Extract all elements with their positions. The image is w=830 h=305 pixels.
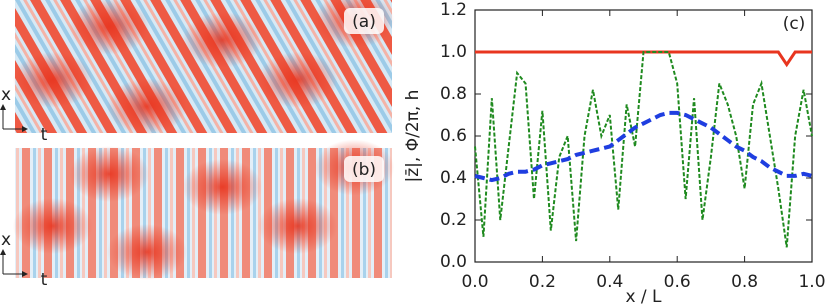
heatmap-blob xyxy=(106,224,187,280)
x-axis-label: x / L xyxy=(625,287,662,305)
y-tick-label: 1.0 xyxy=(440,42,467,62)
heatmap-blob xyxy=(257,51,338,108)
y-tick-label: 0.8 xyxy=(440,84,467,104)
heatmap-blob xyxy=(69,146,150,202)
x-tick-label: 0.2 xyxy=(529,272,556,292)
y-tick-label: 0.2 xyxy=(440,210,467,230)
panel-label: (a) xyxy=(352,12,376,32)
x-tick-label: 0.8 xyxy=(731,272,758,292)
x-tick-label: 0.6 xyxy=(664,272,691,292)
heatmap-blob xyxy=(257,198,338,254)
panel-label-box xyxy=(344,8,384,34)
x-axis-label: t xyxy=(41,270,48,290)
y-tick-label: 0.0 xyxy=(440,252,467,272)
x-tick-label: 0.0 xyxy=(461,272,488,292)
series-line xyxy=(474,51,813,248)
heatmap-blob xyxy=(182,159,263,215)
y-tick-label: 0.6 xyxy=(440,126,467,146)
y-axis-label: x xyxy=(1,230,11,250)
x-tick-label: 1.0 xyxy=(798,272,825,292)
heatmap-blob xyxy=(106,78,187,135)
y-axis-label: x xyxy=(1,85,11,105)
series-line xyxy=(474,110,813,183)
heatmap-blob xyxy=(12,198,93,254)
heatmap-blob xyxy=(182,11,263,68)
x-axis-label: t xyxy=(41,125,48,145)
y-axis-label: |z̄|, Φ/2π, h xyxy=(403,90,423,183)
y-tick-label: 1.2 xyxy=(440,0,467,20)
panel-label: (c) xyxy=(783,14,806,34)
y-tick-label: 0.4 xyxy=(440,168,467,188)
heatmap-blob xyxy=(12,51,93,108)
x-tick-label: 0.4 xyxy=(596,272,623,292)
plot-frame xyxy=(474,9,813,263)
panel-label-box xyxy=(344,156,384,182)
panel-label: (b) xyxy=(352,160,376,180)
heatmap-blob xyxy=(69,0,150,55)
